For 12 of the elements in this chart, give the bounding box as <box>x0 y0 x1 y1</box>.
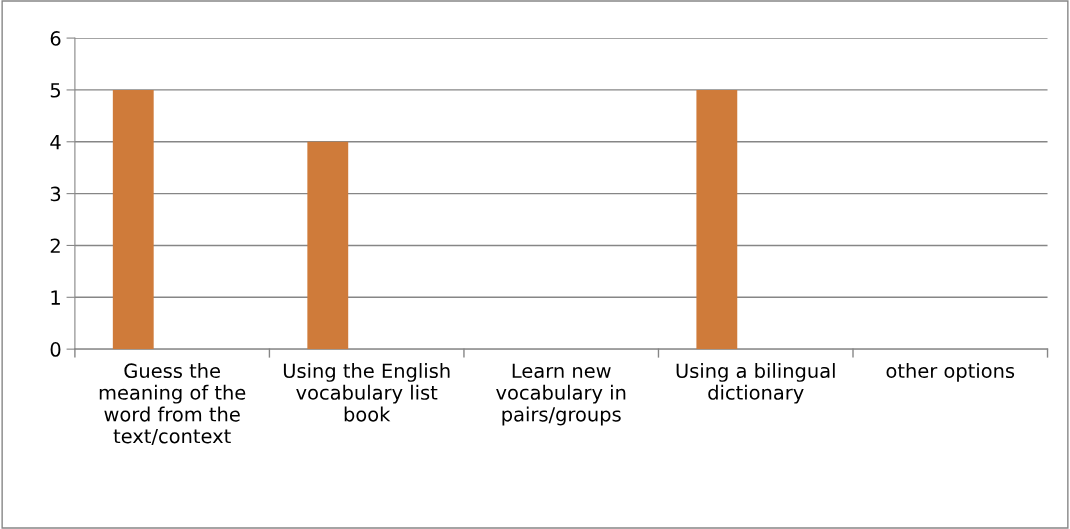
x-tick-label: other options <box>886 363 1015 382</box>
y-tick-label: 5 <box>50 83 61 98</box>
x-tick-label: Learn new vocabulary in pairs/groups <box>496 363 626 426</box>
y-tick-label: 3 <box>50 186 61 202</box>
y-tick-label: 0 <box>50 342 61 357</box>
y-tick-label: 2 <box>50 238 60 253</box>
y-tick-label: 4 <box>50 134 61 150</box>
x-tick-label: Using the English vocabulary list book <box>283 363 450 422</box>
y-tick-label: 1 <box>51 290 60 305</box>
x-tick-label: Guess the meaning of the word from the text/context <box>99 363 246 445</box>
x-tick-label: Using a bilingual dictionary <box>676 363 835 404</box>
y-tick-label: 6 <box>50 31 61 46</box>
